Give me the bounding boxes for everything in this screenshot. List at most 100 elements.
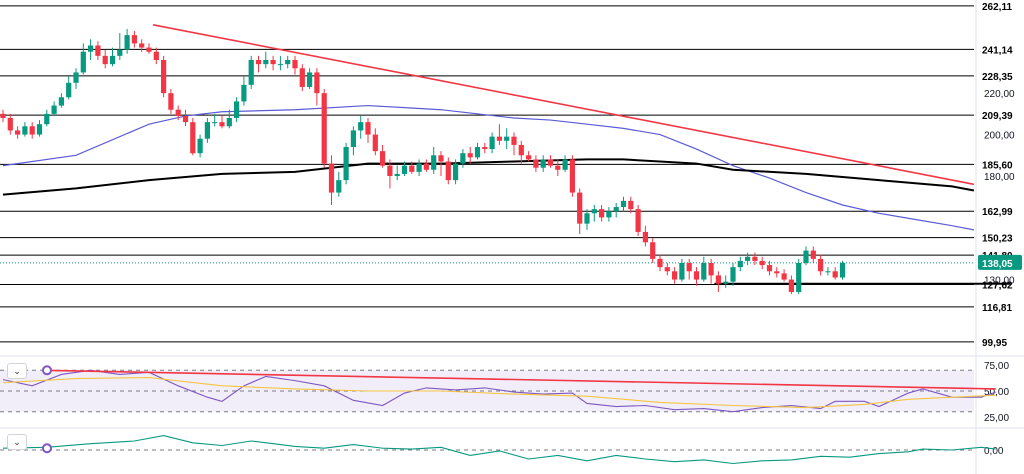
candle-body: [234, 101, 240, 118]
candle: [88, 39, 94, 60]
price-axis-tick: 220,00: [984, 89, 1015, 100]
candle: [197, 134, 203, 158]
level-label-text: 241,14: [982, 45, 1013, 56]
candle-body: [307, 72, 313, 87]
candle-body: [321, 93, 327, 164]
candle-body: [737, 260, 743, 268]
candle-body: [518, 144, 524, 156]
candle: [766, 260, 773, 276]
candle: [124, 28, 130, 54]
candle: [511, 132, 517, 156]
candle: [445, 157, 451, 185]
candle-body: [489, 136, 495, 150]
candle: [248, 55, 254, 89]
candle: [628, 196, 634, 214]
candle: [416, 159, 422, 176]
level-label-bg: [978, 204, 1022, 219]
candle: [438, 151, 444, 176]
candle-body: [255, 60, 262, 65]
candle-body: [752, 256, 758, 261]
candle-body: [277, 64, 283, 66]
candle-body: [460, 153, 466, 164]
candle-body: [796, 263, 802, 292]
candle: [285, 55, 291, 69]
candle: [606, 207, 612, 222]
level-label-bg: [978, 299, 1022, 314]
candle: [401, 161, 408, 176]
candle: [51, 101, 57, 116]
level-label-bg: [978, 68, 1022, 83]
candle: [29, 122, 35, 139]
level-label: 116,81: [978, 299, 1022, 314]
level-label-text: 262,11: [982, 2, 1012, 13]
candle-body: [628, 200, 634, 210]
candle: [175, 105, 181, 121]
candle-body: [620, 200, 627, 208]
level-label: 262,11: [978, 0, 1022, 13]
rsi-series-rsi-ma: [2, 376, 996, 409]
candle-body: [825, 271, 831, 273]
level-label-text: 209,39: [982, 111, 1013, 122]
level-label-text: 185,60: [982, 160, 1013, 171]
candle-body: [555, 165, 561, 170]
candle: [810, 246, 816, 263]
candle-body: [15, 130, 21, 135]
candle: [686, 258, 692, 280]
level-label-bg: [978, 230, 1022, 245]
candle-body: [766, 265, 773, 272]
level-label-text: 127,62: [982, 281, 1013, 292]
candle-body: [88, 45, 94, 52]
candle: [139, 39, 145, 52]
candle-body: [774, 271, 780, 274]
candle-body: [95, 45, 101, 56]
candle: [774, 267, 780, 278]
candle: [489, 132, 495, 154]
candle-body: [190, 122, 196, 154]
candle-body: [328, 163, 335, 193]
candle-body: [51, 105, 57, 114]
candle-body: [482, 147, 488, 150]
candle-body: [496, 136, 502, 141]
rsi-collapse-button[interactable]: ⌄: [7, 363, 27, 379]
candle-body: [394, 173, 400, 176]
candle: [650, 238, 656, 263]
candle-body: [708, 263, 714, 276]
momentum-collapse-button[interactable]: ⌄: [7, 434, 27, 450]
candle: [657, 254, 663, 272]
candle: [219, 115, 225, 129]
candle-body: [58, 97, 64, 106]
candle: [781, 269, 787, 282]
level-label-bg: [978, 0, 1022, 13]
level-label: 241,14: [978, 42, 1022, 57]
momentum-axis-tick: 0,00: [984, 446, 1004, 457]
candle: [7, 113, 13, 135]
candle-body: [416, 163, 422, 172]
candle: [613, 202, 619, 218]
candle: [745, 252, 751, 266]
candle: [73, 68, 79, 89]
candle-body: [358, 122, 364, 131]
candle-body: [453, 163, 459, 181]
candle: [759, 256, 765, 270]
candle: [474, 142, 481, 160]
candle-body: [380, 151, 386, 166]
rsi-trendline: [42, 369, 996, 390]
candle-body: [7, 118, 13, 131]
candle-body: [569, 159, 575, 193]
candle-body: [511, 136, 517, 145]
level-label-text: 162,99: [982, 207, 1013, 218]
level-label-bg: [978, 42, 1022, 57]
rsi-series-rsi: [2, 369, 996, 413]
candle: [730, 263, 736, 286]
candle: [131, 31, 137, 48]
candle: [255, 55, 262, 73]
candle-body: [182, 115, 189, 123]
candle: [336, 171, 342, 197]
level-label-text: 99,95: [982, 338, 1007, 349]
level-label: 185,60: [978, 157, 1022, 172]
level-label: 228,35: [978, 68, 1022, 83]
candle-body: [139, 43, 145, 48]
candle-body: [117, 49, 123, 56]
candle: [825, 267, 831, 276]
